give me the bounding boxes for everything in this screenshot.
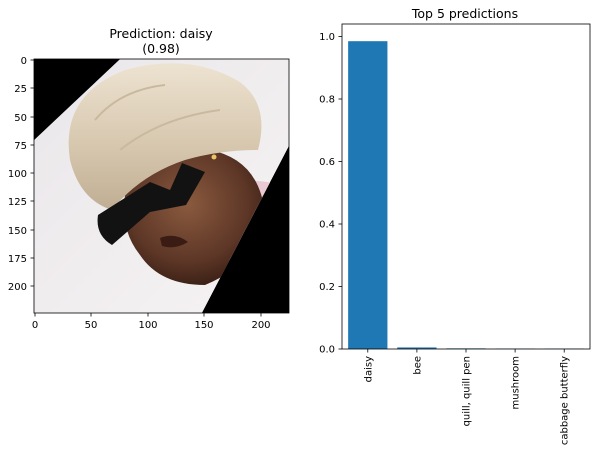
bars-group xyxy=(348,41,584,350)
image-xtick-label: 50 xyxy=(85,320,98,331)
image-x-axis: 0 50 100 150 200 xyxy=(32,313,271,331)
ytick-label: 0.0 xyxy=(319,345,335,356)
image-title-line1: Prediction: daisy xyxy=(109,26,213,41)
xtick-label: daisy xyxy=(363,356,374,382)
ytick-label: 0.4 xyxy=(319,220,335,231)
image-ytick-label: 200 xyxy=(8,282,27,293)
image-xtick-label: 100 xyxy=(138,320,157,331)
image-xtick-label: 150 xyxy=(194,320,213,331)
bar-0 xyxy=(348,41,388,349)
image-ytick-label: 150 xyxy=(8,226,27,237)
xtick-label: bee xyxy=(412,356,423,375)
ytick-label: 1.0 xyxy=(319,32,335,43)
chart-x-axis: daisy bee quill, quill pen mushroom cabbage … xyxy=(363,349,571,445)
image-panel: Prediction: daisy (0.98) xyxy=(8,26,290,331)
xtick-label: mushroom xyxy=(511,356,522,410)
bar-chart-panel: Top 5 predictions 0.0 0.2 0.4 0.6 0.8 1.0 dai… xyxy=(319,6,591,445)
image-ytick-label: 175 xyxy=(8,254,27,265)
ytick-label: 0.2 xyxy=(319,282,335,293)
image-ytick-label: 75 xyxy=(14,141,27,152)
image-ytick-label: 25 xyxy=(14,84,27,95)
image-ytick-label: 100 xyxy=(8,169,27,180)
image-ytick-label: 50 xyxy=(14,113,27,124)
image-y-axis: 0 25 50 75 100 125 150 175 200 xyxy=(8,56,34,293)
ytick-label: 0.8 xyxy=(319,95,335,106)
image-xtick-label: 200 xyxy=(251,320,270,331)
ytick-label: 0.6 xyxy=(319,157,335,168)
bar-1 xyxy=(397,347,437,349)
image-ytick-label: 125 xyxy=(8,197,27,208)
xtick-label: cabbage butterfly xyxy=(560,356,571,445)
chart-y-axis: 0.0 0.2 0.4 0.6 0.8 1.0 xyxy=(319,32,342,356)
image-title-line2: (0.98) xyxy=(142,41,180,56)
image-xtick-label: 0 xyxy=(32,320,38,331)
chart-frame xyxy=(341,23,591,350)
image-ytick-label: 0 xyxy=(21,56,27,67)
xtick-label: quill, quill pen xyxy=(462,356,473,426)
chart-title: Top 5 predictions xyxy=(411,6,518,21)
portrait-image xyxy=(34,59,289,313)
